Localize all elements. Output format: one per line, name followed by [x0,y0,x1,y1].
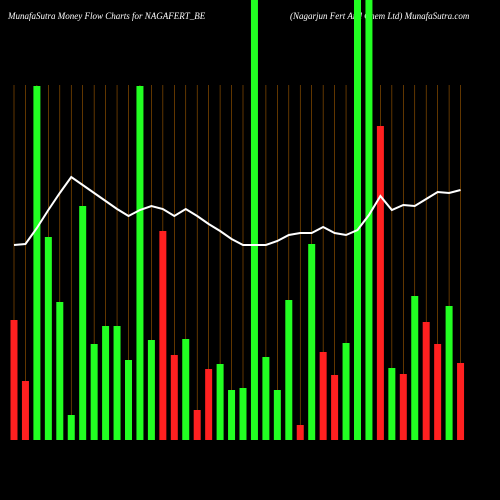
bar [125,360,132,440]
bar [354,0,361,440]
bar [205,369,213,440]
bar [159,231,167,440]
bar [33,86,41,440]
bar [56,302,64,440]
bar [262,357,270,440]
bar [434,344,442,440]
chart-title: MunafaSutra Money Flow Charts for NAGAFE… [7,11,206,21]
bar [147,340,155,440]
bar [308,244,316,440]
bar [170,355,178,440]
bar [44,237,52,440]
bar [388,368,396,440]
bar [457,363,465,440]
bar [365,0,373,440]
bar [21,381,29,440]
bar [376,126,384,440]
bar [228,390,236,440]
bar [411,296,419,440]
bar [422,322,430,440]
bar [296,425,304,440]
bar [239,388,247,440]
bar [250,0,258,440]
money-flow-line [13,175,461,246]
bar [342,343,350,440]
bar [399,374,407,440]
bar [136,86,144,440]
chart-subtitle: (Nagarjun Fert And Chem Ltd) MunafaSutra… [290,11,470,21]
bar [10,320,18,440]
bar [445,306,453,440]
bar [193,410,201,440]
bar [102,326,110,440]
bar [216,364,224,440]
bar [79,206,87,440]
bar [319,352,327,440]
bar [67,415,75,440]
bar [273,390,281,440]
bar [331,375,339,440]
bar [90,344,98,440]
bar [182,339,190,440]
bar [113,326,121,440]
bar [285,300,293,440]
